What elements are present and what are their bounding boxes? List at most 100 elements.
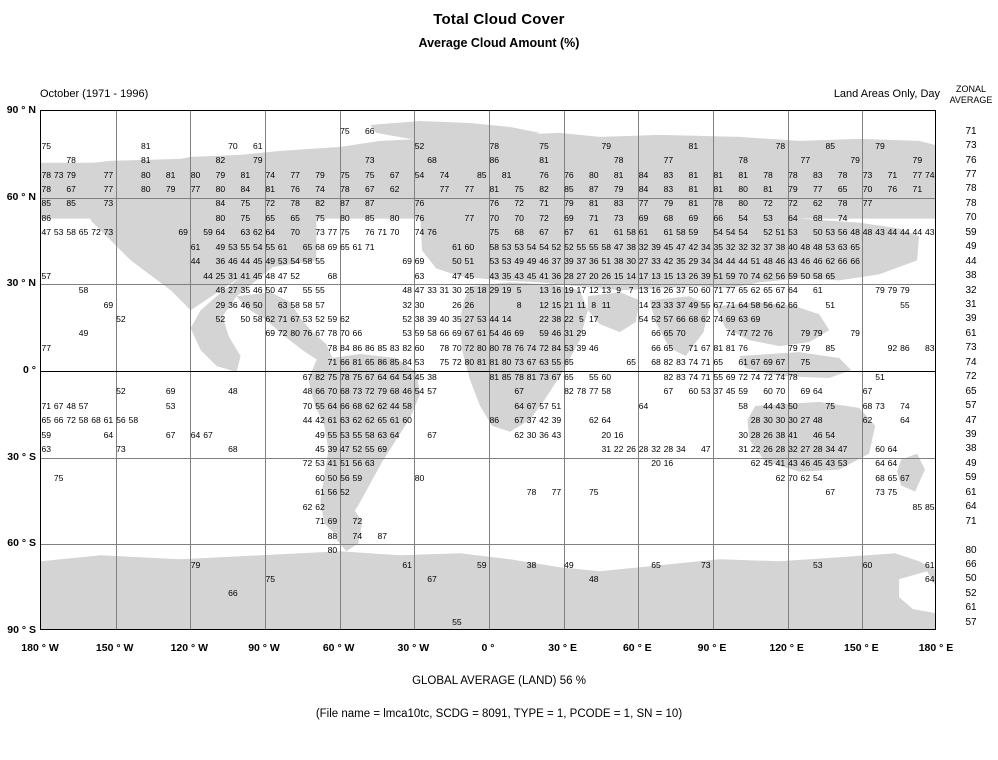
grid-cell-value: 79 (215, 169, 226, 180)
grid-cell-value: 72 (66, 415, 76, 426)
grid-cell-value: 41 (539, 270, 549, 281)
grid-cell-value: 75 (352, 371, 363, 382)
grid-cell-value: 71 (364, 241, 375, 252)
grid-cell-value: 54 (725, 227, 736, 238)
grid-cell-value: 26 (688, 270, 699, 281)
grid-cell-value: 83 (676, 371, 686, 382)
grid-cell-value: 65 (663, 328, 674, 339)
grid-cell-value: 88 (327, 530, 338, 541)
longitude-label: 0 ° (481, 642, 495, 654)
grid-cell-value: 78 (327, 342, 338, 353)
grid-cell-value: 46 (800, 458, 811, 469)
grid-cell-value: 73 (103, 198, 114, 209)
grid-cell-value: 76 (539, 169, 549, 180)
grid-cell-value: 69 (327, 516, 338, 527)
parallel-gridline (41, 544, 935, 546)
grid-cell-value: 64 (377, 371, 387, 382)
grid-cell-value: 73 (875, 487, 885, 498)
grid-cell-value: 60 (464, 241, 475, 252)
grid-cell-value: 69 (377, 443, 387, 454)
grid-cell-value: 82 (663, 371, 674, 382)
grid-cell-value: 79 (165, 183, 176, 194)
grid-cell-value: 38 (775, 241, 786, 252)
grid-cell-value: 67 (290, 313, 300, 324)
grid-cell-value: 13 (539, 285, 549, 296)
grid-cell-value: 67 (539, 227, 549, 238)
grid-cell-value: 62 (700, 313, 711, 324)
grid-cell-value: 27 (464, 313, 475, 324)
grid-cell-value: 54 (489, 328, 499, 339)
grid-cell-value: 80 (190, 169, 201, 180)
grid-cell-value: 72 (788, 198, 798, 209)
grid-cell-value: 68 (514, 227, 524, 238)
grid-cell-value: 80 (215, 212, 226, 223)
grid-cell-value: 69 (725, 313, 736, 324)
grid-cell-value: 78 (340, 371, 350, 382)
grid-cell-value: 43 (875, 227, 885, 238)
grid-cell-value: 53 (228, 241, 238, 252)
zonal-average-value: 71 (965, 125, 977, 137)
grid-cell-value: 81 (688, 169, 699, 180)
grid-cell-value: 75 (315, 212, 325, 223)
zonal-average-value: 57 (965, 400, 977, 412)
grid-cell-value: 69 (564, 212, 574, 223)
grid-cell-value: 51 (601, 256, 611, 267)
grid-cell-value: 57 (315, 299, 325, 310)
grid-cell-value: 79 (800, 328, 811, 339)
grid-cell-value: 50 (788, 400, 798, 411)
grid-cell-value: 73 (613, 212, 624, 223)
grid-cell-value: 86 (900, 342, 910, 353)
grid-cell-value: 65 (713, 357, 723, 368)
grid-cell-value: 55 (700, 299, 711, 310)
grid-cell-value: 31 (738, 443, 748, 454)
grid-cell-value: 47 (340, 443, 350, 454)
grid-cell-value: 62 (775, 299, 786, 310)
grid-cell-value: 79 (900, 285, 910, 296)
grid-cell-value: 69 (763, 357, 773, 368)
grid-cell-value: 81 (688, 183, 699, 194)
grid-cell-value: 64 (327, 400, 338, 411)
grid-cell-value: 54 (526, 241, 537, 252)
grid-cell-value: 64 (215, 227, 226, 238)
grid-cell-value: 55 (302, 285, 313, 296)
grid-cell-value: 54 (290, 256, 300, 267)
grid-cell-value: 65 (626, 357, 636, 368)
grid-cell-value: 32 (725, 241, 736, 252)
grid-cell-value: 53 (476, 313, 487, 324)
grid-cell-value: 57 (539, 400, 549, 411)
grid-cell-value: 28 (663, 443, 674, 454)
grid-cell-value: 53 (402, 328, 412, 339)
grid-cell-value: 72 (464, 342, 475, 353)
grid-cell-value: 49 (265, 256, 275, 267)
grid-cell-value: 58 (302, 256, 313, 267)
grid-cell-value: 25 (464, 285, 475, 296)
grid-cell-value: 49 (514, 256, 524, 267)
grid-cell-value: 73 (875, 400, 885, 411)
zonal-average-value: 59 (965, 226, 977, 238)
grid-cell-value: 41 (788, 429, 798, 440)
grid-cell-value: 77 (663, 155, 674, 166)
grid-cell-value: 71 (539, 198, 549, 209)
grid-cell-value: 71 (688, 342, 699, 353)
grid-cell-value: 75 (489, 227, 499, 238)
grid-cell-value: 78 (439, 342, 450, 353)
grid-cell-value: 73 (352, 386, 363, 397)
grid-cell-value: 79 (788, 183, 798, 194)
grid-cell-value: 42 (539, 415, 549, 426)
zonal-average-value: 72 (965, 371, 977, 383)
grid-cell-value: 81 (688, 140, 699, 151)
grid-cell-value: 29 (489, 285, 499, 296)
grid-cell-value: 72 (265, 198, 275, 209)
grid-cell-value: 60 (414, 342, 425, 353)
grid-cell-value: 53 (564, 342, 574, 353)
grid-cell-value: 67 (364, 183, 375, 194)
grid-cell-value: 47 (837, 443, 848, 454)
grid-cell-value: 81 (713, 169, 723, 180)
grid-cell-value: 72 (539, 212, 549, 223)
grid-cell-value: 74 (315, 183, 325, 194)
grid-cell-value: 79 (875, 140, 885, 151)
grid-cell-value: 50 (812, 227, 823, 238)
grid-cell-value: 77 (638, 198, 649, 209)
grid-cell-value: 79 (564, 198, 574, 209)
grid-cell-value: 16 (613, 429, 624, 440)
